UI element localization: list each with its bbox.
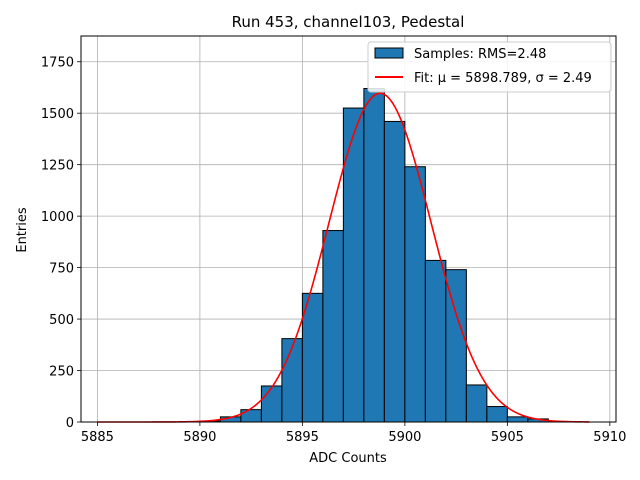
- x-tick-label: 5910: [593, 430, 626, 445]
- legend-swatch-samples: [374, 47, 404, 59]
- histogram-bar: [301, 292, 324, 423]
- legend-label-fit: Fit: μ = 5898.789, σ = 2.49: [414, 71, 592, 86]
- histogram-bar: [465, 384, 488, 423]
- histogram-bar: [260, 385, 283, 423]
- histogram-bar: [486, 406, 508, 423]
- x-tick-label: 5900: [388, 430, 421, 445]
- histogram-bar: [322, 230, 344, 423]
- legend: Samples: RMS=2.48 Fit: μ = 5898.789, σ =…: [367, 41, 612, 93]
- x-axis-ticks: 5885 5890 5895 5900 5905 5910: [81, 422, 626, 445]
- histogram-bar: [424, 259, 447, 423]
- y-tick-label: 1750: [41, 56, 74, 71]
- plot-frame: [80, 35, 617, 423]
- y-tick-label: 0: [66, 416, 74, 431]
- y-tick-label: 500: [49, 313, 74, 328]
- y-tick-label: 1000: [41, 210, 74, 225]
- y-tick-label: 750: [49, 262, 74, 277]
- histogram-bar: [240, 409, 262, 423]
- y-axis-title: Entries: [15, 207, 30, 253]
- histogram-bar: [506, 416, 529, 423]
- legend-box: [367, 41, 612, 93]
- x-tick-label: 5890: [183, 430, 216, 445]
- x-tick-label: 5895: [286, 430, 319, 445]
- histogram-bars: [199, 87, 549, 423]
- chart-title: Run 453, channel103, Pedestal: [232, 13, 465, 31]
- x-tick-label: 5885: [81, 430, 114, 445]
- y-tick-label: 250: [49, 365, 74, 380]
- x-tick-label: 5905: [491, 430, 524, 445]
- legend-label-samples: Samples: RMS=2.48: [414, 47, 546, 62]
- y-axis-ticks: 0 250 500 750 1000 1250 1500 1750: [41, 56, 81, 431]
- histogram-bar: [404, 166, 426, 423]
- y-tick-label: 1250: [41, 159, 74, 174]
- histogram-bar: [383, 120, 406, 423]
- histogram-bar: [281, 338, 303, 423]
- histogram-bar: [363, 87, 385, 423]
- x-axis-title: ADC Counts: [309, 451, 387, 466]
- y-tick-label: 1500: [41, 107, 74, 122]
